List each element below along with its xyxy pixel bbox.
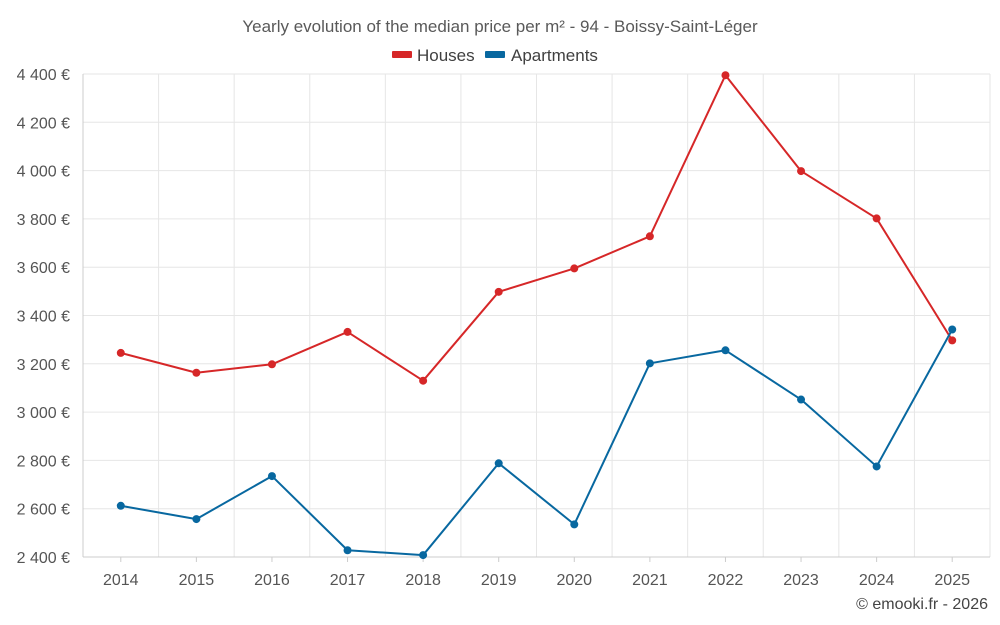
data-point-apartments[interactable]: [494, 459, 503, 468]
legend-swatch-apartments: [485, 51, 505, 58]
gridlines: [82, 73, 991, 558]
y-tick-label: 3 400 €: [17, 309, 70, 326]
x-tick-label: 2015: [179, 572, 215, 589]
data-point-apartments[interactable]: [721, 346, 730, 355]
data-point-apartments[interactable]: [192, 515, 201, 524]
y-tick-label: 3 200 €: [17, 357, 70, 374]
chart-title: Yearly evolution of the median price per…: [242, 17, 758, 36]
data-point-apartments[interactable]: [343, 546, 352, 555]
series-group: [116, 71, 957, 560]
data-point-apartments[interactable]: [645, 359, 654, 368]
data-point-houses[interactable]: [343, 327, 352, 336]
y-tick-label: 3 000 €: [17, 405, 70, 422]
series-line-apartments: [120, 329, 954, 557]
legend-swatch-houses: [392, 51, 412, 58]
x-tick-label: 2020: [556, 572, 592, 589]
x-tick-label: 2014: [103, 572, 139, 589]
data-point-apartments[interactable]: [116, 501, 125, 510]
data-point-houses[interactable]: [797, 167, 806, 176]
y-tick-label: 2 600 €: [17, 502, 70, 519]
legend: Houses Apartments: [392, 46, 598, 65]
x-tick-label: 2023: [783, 572, 819, 589]
data-point-houses[interactable]: [570, 264, 579, 273]
y-tick-label: 2 800 €: [17, 453, 70, 470]
data-point-apartments[interactable]: [872, 462, 881, 471]
data-point-houses[interactable]: [645, 232, 654, 241]
x-axis-ticks: 2014 2015 2016 2017 2018 2019 2020 2021 2022 2023…: [103, 557, 970, 589]
x-tick-label: 2018: [405, 572, 441, 589]
data-point-houses[interactable]: [192, 368, 201, 377]
data-point-houses[interactable]: [721, 71, 730, 80]
y-tick-label: 4 400 €: [17, 67, 70, 84]
data-point-apartments[interactable]: [267, 472, 276, 481]
y-tick-label: 4 000 €: [17, 164, 70, 181]
legend-label-apartments[interactable]: Apartments: [511, 46, 598, 65]
y-tick-label: 2 400 €: [17, 550, 70, 567]
series-line-houses: [120, 74, 954, 382]
data-point-apartments[interactable]: [419, 551, 428, 560]
data-point-houses[interactable]: [419, 376, 428, 385]
y-axis-ticks: 2 400 € 2 600 € 2 800 € 3 000 € 3 200 € 3 400…: [17, 67, 70, 567]
data-point-houses[interactable]: [116, 348, 125, 357]
x-tick-label: 2022: [708, 572, 744, 589]
legend-label-houses[interactable]: Houses: [417, 46, 475, 65]
x-tick-label: 2024: [859, 572, 895, 589]
data-point-houses[interactable]: [872, 214, 881, 223]
x-tick-label: 2021: [632, 572, 668, 589]
credit-text: © emooki.fr - 2026: [856, 596, 988, 613]
data-point-apartments[interactable]: [570, 520, 579, 529]
x-tick-label: 2025: [934, 572, 970, 589]
y-tick-label: 3 600 €: [17, 260, 70, 277]
data-point-apartments[interactable]: [948, 325, 957, 334]
y-tick-label: 3 800 €: [17, 212, 70, 229]
x-tick-label: 2016: [254, 572, 290, 589]
x-tick-label: 2019: [481, 572, 517, 589]
data-point-houses[interactable]: [948, 336, 957, 345]
data-point-apartments[interactable]: [797, 395, 806, 404]
data-point-houses[interactable]: [267, 360, 276, 369]
y-tick-label: 4 200 €: [17, 115, 70, 132]
x-tick-label: 2017: [330, 572, 366, 589]
data-point-houses[interactable]: [494, 287, 503, 296]
